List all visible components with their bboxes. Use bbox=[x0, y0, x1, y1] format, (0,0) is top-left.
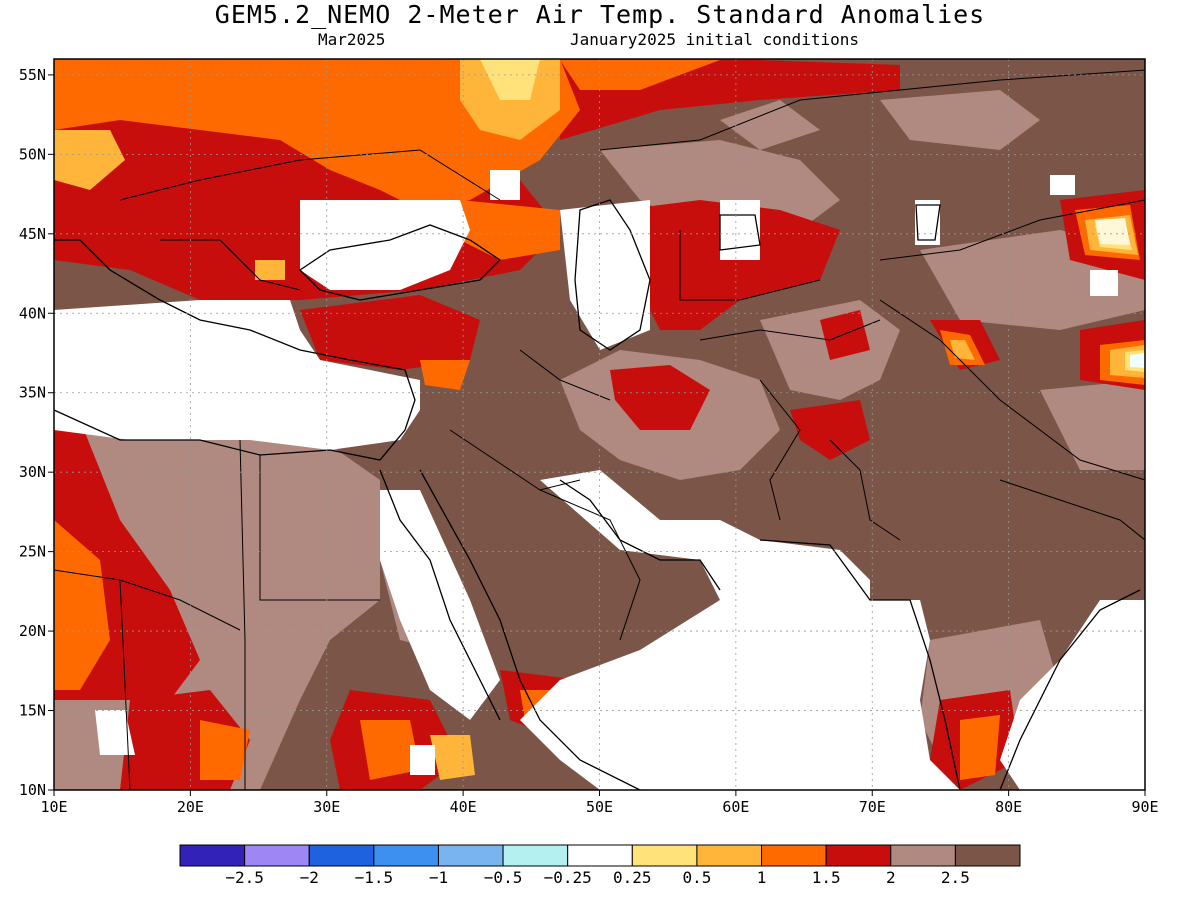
forecast-month: Mar2025 bbox=[318, 30, 386, 49]
colorbar-label: 0.5 bbox=[682, 868, 711, 887]
lat-tick-label: 25N bbox=[19, 543, 46, 561]
graticule bbox=[54, 59, 1145, 790]
lon-tick-label: 80E bbox=[995, 798, 1022, 816]
latitude-axis: 10N 15N 20N 25N 30N 35N 40N 45N 50N 55N bbox=[19, 66, 54, 799]
lat-tick-label: 50N bbox=[19, 145, 46, 163]
colorbar-swatch bbox=[567, 844, 633, 867]
colorbar-swatch bbox=[954, 844, 1021, 867]
coastlines bbox=[54, 199, 1141, 790]
lat-tick-label: 30N bbox=[19, 463, 46, 481]
colorbar-label: −2 bbox=[300, 868, 319, 887]
lon-tick-label: 70E bbox=[859, 798, 886, 816]
colorbar-label: 0.25 bbox=[613, 868, 652, 887]
lon-tick-label: 40E bbox=[450, 798, 477, 816]
colorbar-swatch bbox=[502, 844, 569, 867]
lat-tick-label: 10N bbox=[19, 781, 46, 799]
longitude-axis: 10E 20E 30E 40E 50E 60E 70E 80E 90E bbox=[40, 790, 1159, 816]
anomaly-region-orange bbox=[54, 59, 1145, 780]
colorbar-labels: −2.5 −2 −1.5 −1 −0.5 −0.25 0.25 0.5 1 1.5 2 2.5 bbox=[225, 868, 969, 887]
lon-tick-label: 10E bbox=[40, 798, 67, 816]
colorbar-label: −1 bbox=[429, 868, 448, 887]
lat-tick-label: 15N bbox=[19, 702, 46, 720]
colorbar-label: 1.5 bbox=[812, 868, 841, 887]
colorbar-label: 2.5 bbox=[941, 868, 970, 887]
map-title: GEM5.2_NEMO 2-Meter Air Temp. Standard A… bbox=[214, 0, 986, 29]
colorbar-label: −1.5 bbox=[355, 868, 394, 887]
lat-tick-label: 35N bbox=[19, 384, 46, 402]
lat-tick-label: 55N bbox=[19, 66, 46, 84]
lon-tick-label: 60E bbox=[722, 798, 749, 816]
colorbar-label: 1 bbox=[757, 868, 767, 887]
colorbar-swatch bbox=[308, 844, 375, 867]
colorbar-swatch bbox=[179, 844, 246, 867]
colorbar-label: −2.5 bbox=[225, 868, 264, 887]
colorbar-label: −0.5 bbox=[484, 868, 523, 887]
colorbar-swatch bbox=[825, 844, 892, 867]
lon-tick-label: 30E bbox=[313, 798, 340, 816]
colorbar-label: −0.25 bbox=[544, 868, 592, 887]
lon-tick-label: 50E bbox=[586, 798, 613, 816]
lat-tick-label: 45N bbox=[19, 225, 46, 243]
lat-tick-label: 40N bbox=[19, 304, 46, 322]
colorbar-label: 2 bbox=[886, 868, 896, 887]
colorbar-swatch bbox=[761, 844, 827, 867]
colorbar-swatch bbox=[890, 844, 956, 867]
lon-tick-label: 20E bbox=[177, 798, 204, 816]
colorbar-swatch bbox=[244, 844, 310, 867]
colorbar bbox=[179, 844, 1021, 867]
colorbar-swatch bbox=[437, 844, 504, 867]
anomaly-field bbox=[54, 59, 1145, 790]
colorbar-swatch bbox=[373, 844, 439, 867]
lon-tick-label: 90E bbox=[1131, 798, 1158, 816]
colorbar-swatch bbox=[696, 844, 763, 867]
initial-conditions: January2025 initial conditions bbox=[570, 30, 859, 49]
country-borders bbox=[54, 69, 1145, 790]
lat-tick-label: 20N bbox=[19, 622, 46, 640]
colorbar-swatch bbox=[631, 844, 698, 867]
